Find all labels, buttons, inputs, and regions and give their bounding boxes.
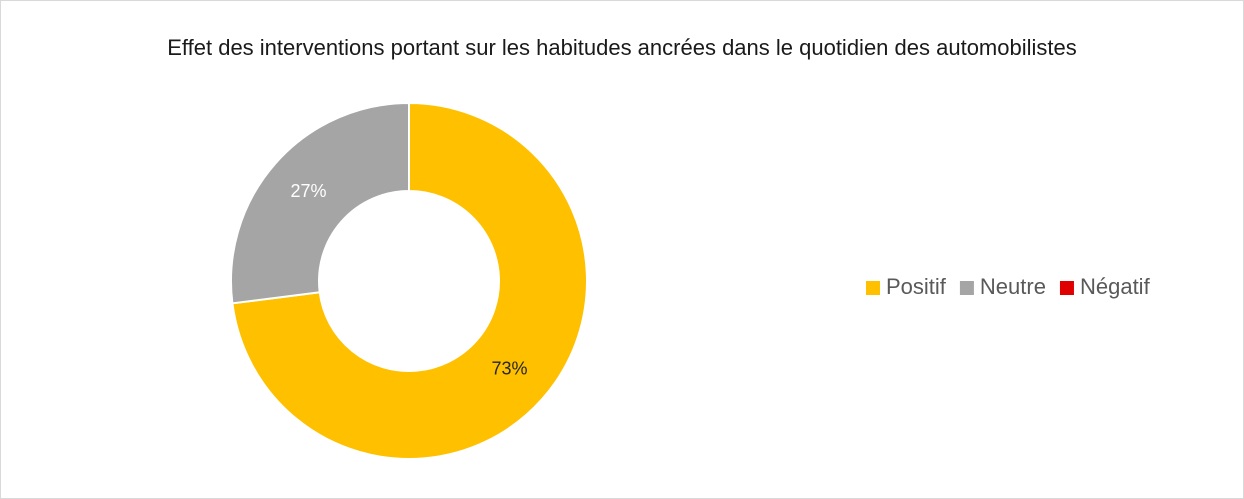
data-label: 73% [491,358,527,378]
chart-title: Effet des interventions portant sur les … [167,35,1077,60]
slice [231,101,588,460]
legend-swatch [1059,281,1074,295]
data-label: 27% [290,181,326,201]
legend-label: Négatif [1080,274,1151,299]
legend-label: Neutre [980,274,1046,299]
slice [230,101,410,305]
legend-swatch [866,281,880,295]
legend-swatch [959,281,974,295]
legend-label: Positif [886,274,947,299]
